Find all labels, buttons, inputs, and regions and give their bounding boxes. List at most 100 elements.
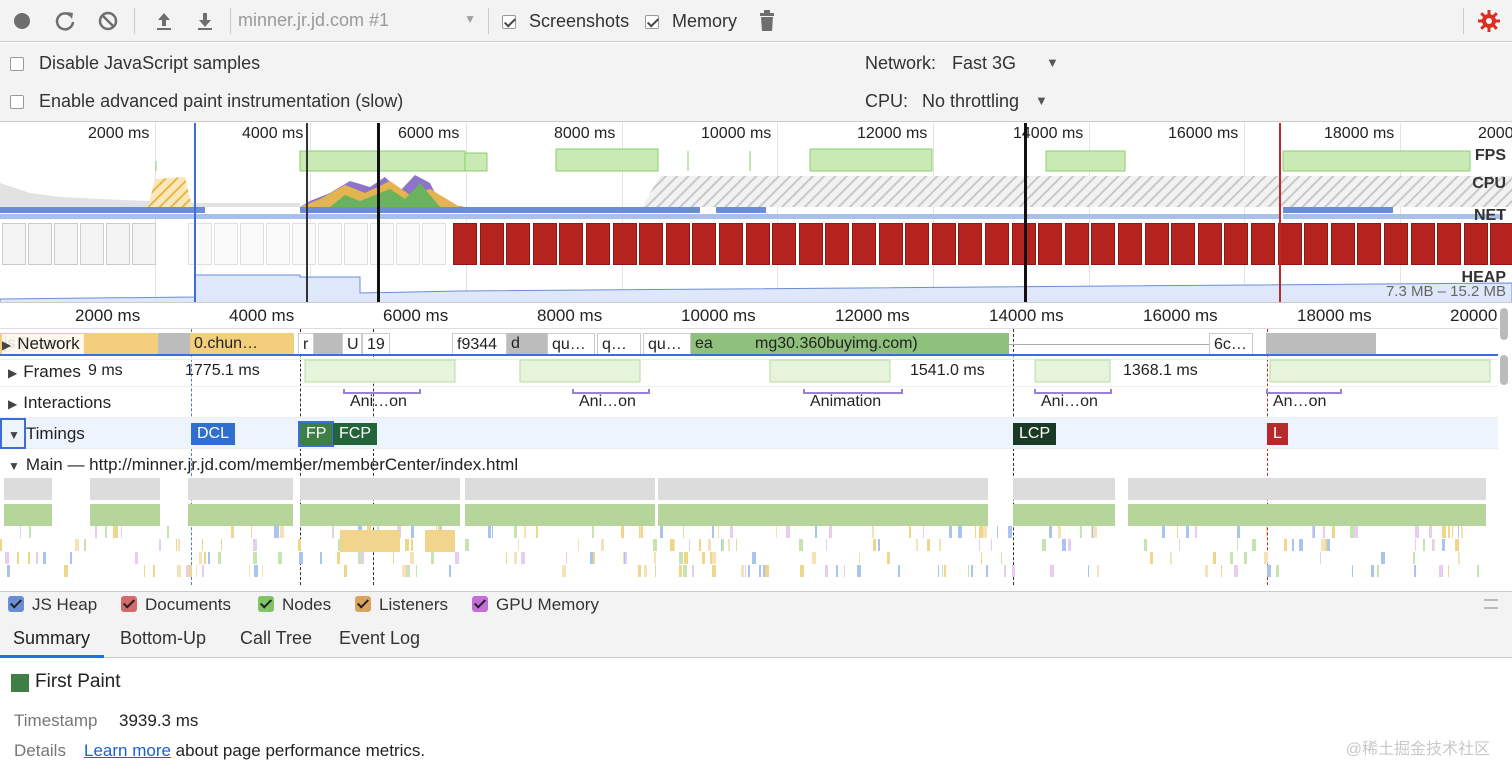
main-thread-task[interactable] [274,526,277,538]
main-thread-task[interactable] [135,552,138,564]
tab-summary[interactable]: Summary [13,628,91,648]
screenshot-thumbnail[interactable] [106,223,130,265]
nodes-checkbox[interactable] [258,596,274,612]
screenshot-thumbnail[interactable] [1437,223,1461,265]
main-thread-task[interactable] [1458,526,1459,538]
main-thread-task[interactable] [188,504,293,526]
screenshot-thumbnail[interactable] [2,223,26,265]
resize-handle-icon[interactable] [1484,599,1498,609]
main-thread-task[interactable] [975,526,976,538]
interactions-track[interactable]: ▶ Interactions Ani…on Ani…on Animation An… [0,387,1498,418]
main-thread-task[interactable] [506,552,507,564]
main-thread-task[interactable] [873,539,876,551]
main-thread-task[interactable] [1008,526,1012,538]
main-thread-task[interactable] [997,526,998,538]
main-thread-task[interactable] [1144,539,1147,551]
screenshot-thumbnail[interactable] [1251,223,1275,265]
main-thread-task[interactable] [1179,539,1180,551]
main-thread-task[interactable] [859,552,860,564]
main-thread-task[interactable] [1461,526,1463,538]
main-thread-task[interactable] [254,565,258,577]
screenshot-thumbnail[interactable] [1331,223,1355,265]
main-thread-task[interactable] [1442,539,1445,551]
main-thread-task[interactable] [660,526,663,538]
screenshot-filmstrip[interactable] [0,223,1512,267]
collect-garbage-button[interactable] [756,10,778,32]
reload-button[interactable] [54,10,76,32]
main-thread-task[interactable] [221,539,222,551]
screenshot-thumbnail[interactable] [586,223,610,265]
main-thread-task[interactable] [1221,565,1222,577]
memory-toggle[interactable]: Memory [645,11,737,32]
screenshot-thumbnail[interactable] [1065,223,1089,265]
main-thread-task[interactable] [361,552,364,564]
main-thread-task[interactable] [344,565,347,577]
main-thread-task[interactable] [1415,526,1419,538]
main-thread-task[interactable] [1284,539,1287,551]
main-thread-task[interactable] [1312,526,1315,538]
main-thread-task[interactable] [898,565,900,577]
main-thread-task[interactable] [638,565,641,577]
screenshot-thumbnail[interactable] [318,223,342,265]
main-thread-task[interactable] [1093,526,1097,538]
main-thread-task[interactable] [36,552,38,564]
main-thread-task[interactable] [299,552,303,564]
main-thread-task[interactable] [251,526,252,538]
main-thread-task[interactable] [521,552,525,564]
screenshot-thumbnail[interactable] [692,223,716,265]
main-thread-task[interactable] [829,526,832,538]
legend-js-heap[interactable]: JS Heap [8,595,97,615]
screenshot-thumbnail[interactable] [28,223,52,265]
interaction-item[interactable]: Ani…on [350,393,407,410]
network-request-bar[interactable]: 6c… [1209,333,1253,355]
screenshot-thumbnail[interactable] [666,223,690,265]
main-thread-task[interactable] [1050,565,1054,577]
main-thread-task[interactable] [971,565,973,577]
main-thread-task[interactable] [1091,526,1092,538]
collapse-triangle-icon[interactable]: ▼ [8,428,20,442]
main-thread-task[interactable] [1042,539,1046,551]
main-thread-task[interactable] [218,552,221,564]
screenshot-thumbnail[interactable] [1304,223,1328,265]
screenshot-thumbnail[interactable] [214,223,238,265]
main-thread-task[interactable] [1299,539,1303,551]
main-thread-task[interactable] [1013,478,1115,500]
main-thread-task[interactable] [745,565,746,577]
network-request-bar[interactable]: U [342,333,362,355]
network-request-bar[interactable] [158,333,190,355]
interaction-item[interactable]: Ani…on [579,393,636,410]
main-thread-task[interactable] [1325,539,1327,551]
main-thread-task[interactable] [1162,526,1165,538]
main-track-label[interactable]: ▼ Main — http://minner.jr.jd.com/member/m… [8,455,518,475]
main-thread-task[interactable] [654,552,656,564]
main-thread-task[interactable] [1327,539,1330,551]
main-thread-task[interactable] [644,565,647,577]
main-thread-task[interactable] [741,565,744,577]
screenshot-thumbnail[interactable] [1411,223,1435,265]
screenshot-thumbnail[interactable] [132,223,156,265]
main-thread-task[interactable] [84,539,86,551]
main-thread-task[interactable] [514,552,517,564]
screenshot-thumbnail[interactable] [559,223,583,265]
main-thread-task[interactable] [186,565,190,577]
main-thread-task[interactable] [465,478,655,500]
main-thread-task[interactable] [991,539,992,551]
main-thread-task[interactable] [7,565,10,577]
disable-js-samples-option[interactable]: Disable JavaScript samples [10,53,260,74]
screenshot-thumbnail[interactable] [344,223,368,265]
main-thread-task[interactable] [1354,526,1358,538]
network-track-label[interactable]: ▶ Network [2,334,84,354]
main-thread-task[interactable] [1234,565,1238,577]
main-thread-task[interactable] [1177,526,1178,538]
main-thread-task[interactable] [75,539,77,551]
main-thread-task[interactable] [765,565,769,577]
main-thread-task[interactable] [5,552,9,564]
main-thread-task[interactable] [358,552,361,564]
main-thread-task[interactable] [159,539,161,551]
main-thread-task[interactable] [679,565,682,577]
expand-triangle-icon[interactable]: ▶ [2,338,12,352]
main-thread-task[interactable] [640,526,641,538]
main-thread-task[interactable] [406,565,410,577]
main-thread-task[interactable] [1266,504,1486,526]
main-thread-task[interactable] [759,565,761,577]
